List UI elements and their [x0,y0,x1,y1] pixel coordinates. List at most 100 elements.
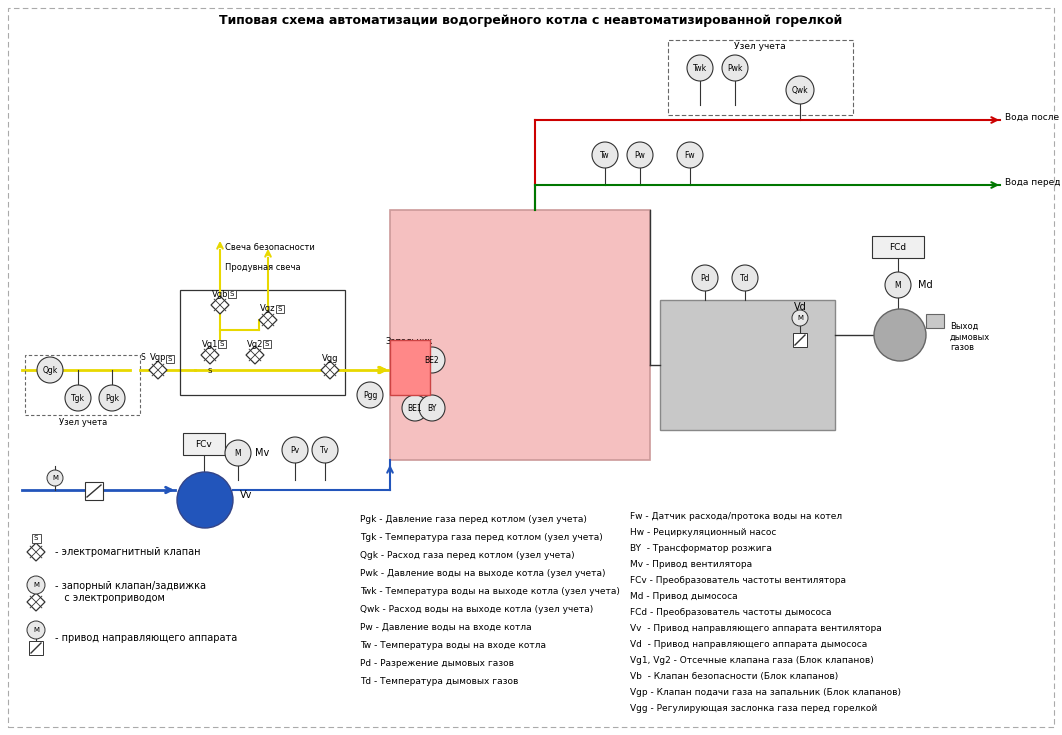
Text: Pgg: Pgg [363,390,377,400]
Bar [263,340,271,348]
Text: BY  - Трансформатор розжига: BY - Трансформатор розжига [630,544,772,553]
Text: Vb  - Клапан безопасности (Блок клапанов): Vb - Клапан безопасности (Блок клапанов) [630,672,838,681]
Circle shape [225,440,251,466]
Circle shape [27,621,45,639]
Text: Md: Md [918,280,932,290]
Circle shape [692,265,718,291]
Circle shape [357,382,383,408]
Circle shape [792,310,808,326]
Text: BE1: BE1 [408,404,423,412]
Text: Запальник: Запальник [386,337,432,346]
Text: Pgk: Pgk [105,393,119,403]
Text: Twk - Температура воды на выходе котла (узел учета): Twk - Температура воды на выходе котла (… [360,587,620,596]
Bar [29,641,42,655]
Text: Vgz: Vgz [260,304,276,313]
Text: - электромагнитный клапан: - электромагнитный клапан [55,547,201,557]
Circle shape [419,347,445,373]
Text: Pwk - Давление воды на выходе котла (узел учета): Pwk - Давление воды на выходе котла (узе… [360,569,605,578]
Polygon shape [259,311,277,329]
Text: Узел учета: Узел учета [734,42,786,51]
Text: Вода после котла: Вода после котла [1005,112,1062,121]
Bar [926,314,944,328]
Polygon shape [211,296,229,314]
Text: S: S [229,291,235,297]
Text: Fw - Датчик расхода/протока воды на котел: Fw - Датчик расхода/протока воды на коте… [630,512,842,521]
Bar [228,290,236,298]
Text: Twk: Twk [692,63,707,73]
Circle shape [786,76,813,104]
Text: Vgp: Vgp [150,353,167,362]
Text: Fw: Fw [685,151,696,159]
Circle shape [722,55,748,81]
Text: Td - Температура дымовых газов: Td - Температура дымовых газов [360,677,518,686]
Text: FCv - Преобразователь частоты вентилятора: FCv - Преобразователь частоты вентилятор… [630,576,846,585]
Text: Pd - Разрежение дымовых газов: Pd - Разрежение дымовых газов [360,659,514,668]
Text: Vv  - Привод направляющего аппарата вентилятора: Vv - Привод направляющего аппарата венти… [630,624,881,633]
Bar [668,40,853,115]
Text: Qgk - Расход газа перед котлом (узел учета): Qgk - Расход газа перед котлом (узел уче… [360,551,575,560]
Circle shape [27,576,45,594]
Circle shape [874,309,926,361]
Text: S: S [208,368,212,374]
Text: Hw - Рециркуляционный насос: Hw - Рециркуляционный насос [630,528,776,537]
Text: Типовая схема автоматизации водогрейного котла с неавтоматизированной горелкой: Типовая схема автоматизации водогрейного… [220,14,842,27]
Circle shape [65,385,91,411]
Text: - запорный клапан/задвижка
   с электроприводом: - запорный клапан/задвижка с электроприв… [55,581,206,603]
Text: Tw - Температура воды на входе котла: Tw - Температура воды на входе котла [360,641,546,650]
Text: Pw - Давление воды на входе котла: Pw - Давление воды на входе котла [360,623,532,632]
Bar [872,236,924,258]
Bar [166,355,174,363]
Text: Vg1, Vg2 - Отсечные клапана газа (Блок клапанов): Vg1, Vg2 - Отсечные клапана газа (Блок к… [630,656,874,665]
Text: Свеча безопасности: Свеча безопасности [225,243,314,252]
Text: FCd: FCd [890,243,907,251]
Text: Pv: Pv [290,445,299,454]
Circle shape [732,265,758,291]
Text: S: S [140,353,145,362]
Bar [25,355,140,415]
Circle shape [402,395,428,421]
Polygon shape [149,361,167,379]
Polygon shape [201,346,219,364]
Text: S: S [168,356,172,362]
Text: Pwk: Pwk [727,63,742,73]
Text: Вода перед котлом: Вода перед котлом [1005,177,1062,187]
Circle shape [592,142,618,168]
Text: Md - Привод дымососа: Md - Привод дымососа [630,592,738,601]
Circle shape [419,395,445,421]
Text: M: M [33,582,39,588]
Circle shape [47,470,63,486]
Text: S: S [220,341,224,347]
Circle shape [687,55,713,81]
Text: Pgk - Давление газа перед котлом (узел учета): Pgk - Давление газа перед котлом (узел у… [360,515,587,524]
Circle shape [312,437,338,463]
Circle shape [676,142,703,168]
Text: S: S [34,535,38,541]
Text: M: M [796,315,803,321]
Circle shape [885,272,911,298]
Text: M: M [52,475,58,481]
Text: - привод направляющего аппарата: - привод направляющего аппарата [55,633,237,643]
Text: M: M [235,448,241,457]
Text: FCv: FCv [195,440,212,448]
Circle shape [627,142,653,168]
Text: Pw: Pw [635,151,646,159]
Polygon shape [27,593,45,611]
Bar [276,305,284,313]
Bar [390,340,430,395]
Circle shape [177,472,233,528]
Text: Vg1: Vg1 [202,340,218,349]
Circle shape [99,385,125,411]
Circle shape [282,437,308,463]
Polygon shape [246,346,264,364]
Bar [179,290,345,395]
Text: Qgk: Qgk [42,365,57,375]
Text: Qwk: Qwk [791,85,808,95]
Text: Tgk - Температура газа перед котлом (узел учета): Tgk - Температура газа перед котлом (узе… [360,533,603,542]
Text: Vg2: Vg2 [246,340,263,349]
Text: Pd: Pd [700,273,709,282]
Text: Vgg - Регулирующая заслонка газа перед горелкой: Vgg - Регулирующая заслонка газа перед г… [630,704,877,713]
Bar [390,210,650,460]
Text: Tgk: Tgk [71,393,85,403]
Bar [660,300,835,430]
Text: Qwk - Расход воды на выходе котла (узел учета): Qwk - Расход воды на выходе котла (узел … [360,605,594,614]
